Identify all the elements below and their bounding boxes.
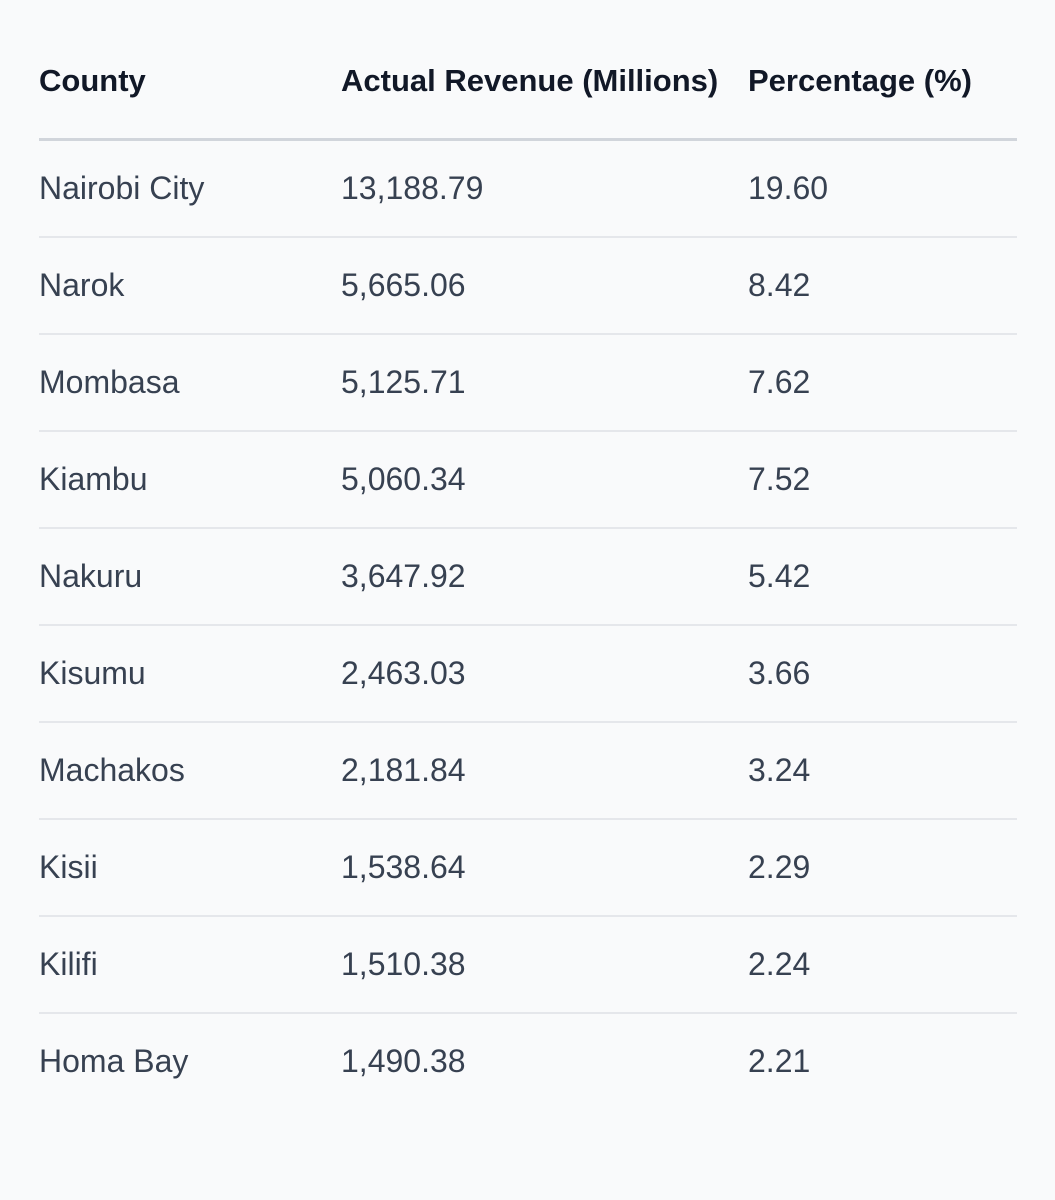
revenue-cell: 13,188.79 bbox=[341, 139, 748, 238]
revenue-table-container: County Actual Revenue (Millions) Percent… bbox=[39, 40, 1017, 1109]
table-row: Mombasa 5,125.71 7.62 bbox=[39, 334, 1017, 432]
county-cell: Nairobi City bbox=[39, 139, 341, 238]
county-cell: Kisumu bbox=[39, 625, 341, 723]
county-cell: Nakuru bbox=[39, 528, 341, 626]
table-header: County Actual Revenue (Millions) Percent… bbox=[39, 40, 1017, 141]
revenue-cell: 3,647.92 bbox=[341, 528, 748, 626]
county-cell: Narok bbox=[39, 237, 341, 335]
county-revenue-table: County Actual Revenue (Millions) Percent… bbox=[39, 40, 1017, 1109]
county-cell: Kiambu bbox=[39, 431, 341, 529]
table-row: Machakos 2,181.84 3.24 bbox=[39, 722, 1017, 820]
percentage-cell: 19.60 bbox=[748, 139, 1017, 238]
revenue-cell: 2,463.03 bbox=[341, 625, 748, 723]
header-percentage: Percentage (%) bbox=[748, 40, 1017, 141]
revenue-cell: 5,125.71 bbox=[341, 334, 748, 432]
revenue-cell: 2,181.84 bbox=[341, 722, 748, 820]
header-row: County Actual Revenue (Millions) Percent… bbox=[39, 40, 1017, 141]
header-county: County bbox=[39, 40, 341, 141]
county-cell: Machakos bbox=[39, 722, 341, 820]
percentage-cell: 3.66 bbox=[748, 625, 1017, 723]
percentage-cell: 7.52 bbox=[748, 431, 1017, 529]
table-row: Kisumu 2,463.03 3.66 bbox=[39, 625, 1017, 723]
table-row: Narok 5,665.06 8.42 bbox=[39, 237, 1017, 335]
county-cell: Homa Bay bbox=[39, 1043, 189, 1079]
table-row: Nakuru 3,647.92 5.42 bbox=[39, 528, 1017, 626]
table-row: Nairobi City 13,188.79 19.60 bbox=[39, 139, 1017, 238]
revenue-cell: 5,060.34 bbox=[341, 431, 748, 529]
revenue-cell: 1,538.64 bbox=[341, 819, 748, 917]
percentage-cell: 5.42 bbox=[748, 528, 1017, 626]
table-row: Kisii 1,538.64 2.29 bbox=[39, 819, 1017, 917]
county-cell: Kisii bbox=[39, 819, 341, 917]
county-cell: Mombasa bbox=[39, 334, 341, 432]
percentage-cell: 3.24 bbox=[748, 722, 1017, 820]
table-row: Homa Bay 1,490.38 2.21 bbox=[39, 1013, 1017, 1109]
percentage-cell: 2.29 bbox=[748, 819, 1017, 917]
revenue-cell: 5,665.06 bbox=[341, 237, 748, 335]
percentage-cell: 2.24 bbox=[748, 916, 1017, 1014]
table-row: Kiambu 5,060.34 7.52 bbox=[39, 431, 1017, 529]
percentage-cell: 8.42 bbox=[748, 237, 1017, 335]
percentage-cell: 7.62 bbox=[748, 334, 1017, 432]
table-body: Nairobi City 13,188.79 19.60 Narok 5,665… bbox=[39, 139, 1017, 1110]
revenue-cell: 1,510.38 bbox=[341, 916, 748, 1014]
revenue-cell: 1,490.38 bbox=[341, 1043, 466, 1079]
table-row: Kilifi 1,510.38 2.24 bbox=[39, 916, 1017, 1014]
header-actual-revenue: Actual Revenue (Millions) bbox=[341, 40, 748, 141]
percentage-cell: 2.21 bbox=[748, 1043, 811, 1079]
county-cell: Kilifi bbox=[39, 916, 341, 1014]
